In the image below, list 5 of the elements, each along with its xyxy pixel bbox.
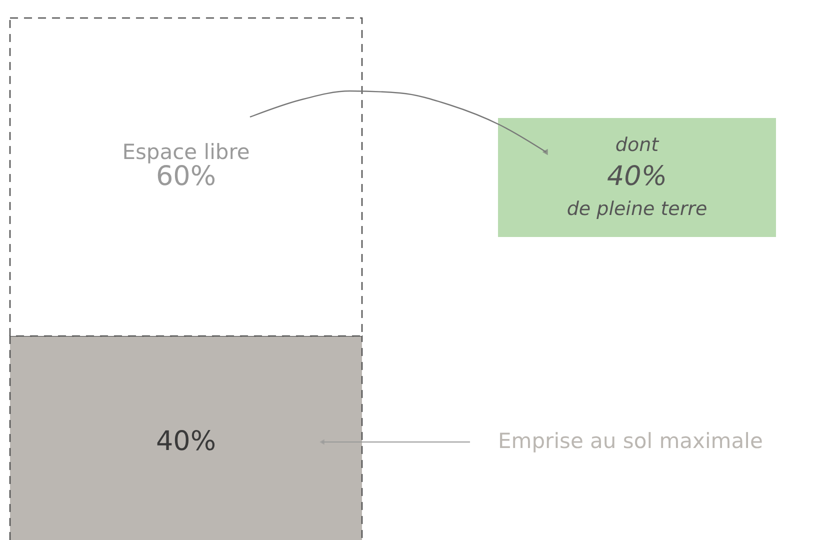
text: dont 40% de pleine terre <box>566 134 708 220</box>
text: Emprise au sol maximale <box>498 429 763 453</box>
data-label: 60% <box>156 161 216 192</box>
series-label: Espace libre <box>122 140 250 164</box>
data-label: 40% <box>156 426 216 457</box>
